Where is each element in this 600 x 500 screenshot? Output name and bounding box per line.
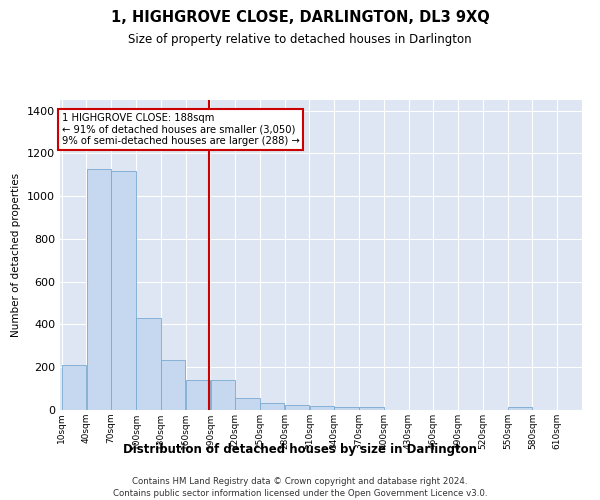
Bar [508,407,532,410]
Bar [136,318,161,410]
Bar [186,380,210,410]
Bar [285,404,309,410]
Bar [112,170,136,410]
Text: Size of property relative to detached houses in Darlington: Size of property relative to detached ho… [128,32,472,46]
Bar [86,170,111,410]
Text: Contains public sector information licensed under the Open Government Licence v3: Contains public sector information licen… [113,489,487,498]
Text: 1 HIGHGROVE CLOSE: 188sqm
← 91% of detached houses are smaller (3,050)
9% of sem: 1 HIGHGROVE CLOSE: 188sqm ← 91% of detac… [62,113,299,146]
Text: Distribution of detached houses by size in Darlington: Distribution of detached houses by size … [123,442,477,456]
Bar [359,407,383,410]
Text: 1, HIGHGROVE CLOSE, DARLINGTON, DL3 9XQ: 1, HIGHGROVE CLOSE, DARLINGTON, DL3 9XQ [110,10,490,25]
Bar [310,406,334,410]
Bar [235,398,260,410]
Bar [211,380,235,410]
Y-axis label: Number of detached properties: Number of detached properties [11,173,22,337]
Text: Contains HM Land Registry data © Crown copyright and database right 2024.: Contains HM Land Registry data © Crown c… [132,478,468,486]
Bar [161,360,185,410]
Bar [334,407,359,410]
Bar [62,365,86,410]
Bar [260,402,284,410]
